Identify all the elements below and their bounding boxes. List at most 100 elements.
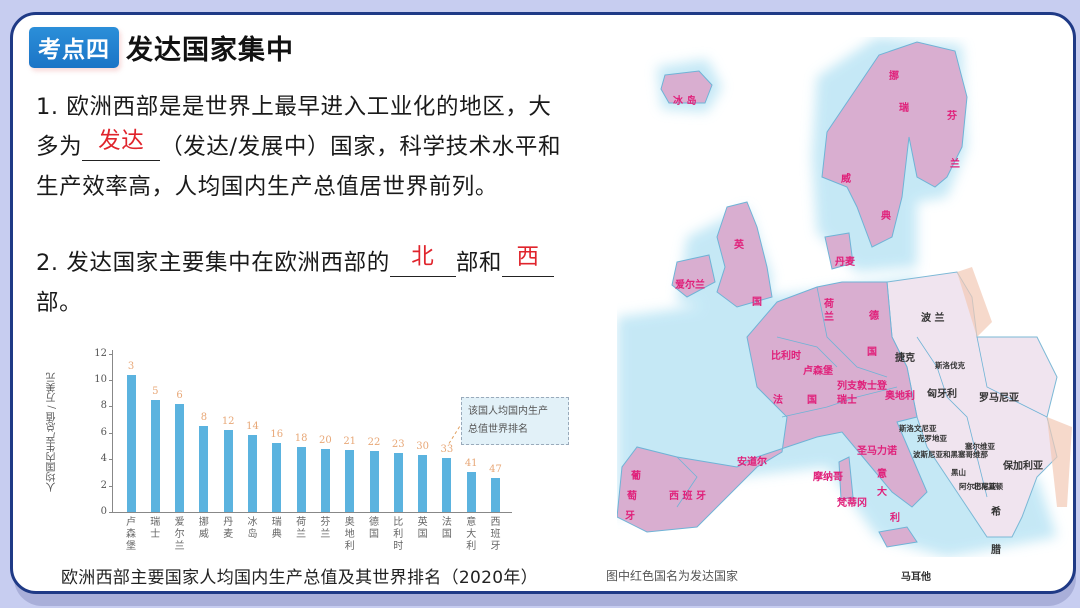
- bar-8: [320, 448, 330, 512]
- y-tick-mark: [109, 459, 112, 461]
- page-title: 发达国家集中: [126, 34, 294, 66]
- country-label: 波斯尼亚和黑塞哥维那: [913, 450, 988, 459]
- developed-country-label: 兰: [824, 312, 834, 323]
- developed-country-label: 牙: [625, 511, 635, 522]
- rank-label: 41: [464, 458, 478, 470]
- rank-label: 30: [416, 441, 429, 453]
- x-tick-label: 荷兰: [296, 517, 307, 540]
- point-2-text-before: 2. 发达国家主要集中在欧洲西部的: [36, 250, 390, 276]
- x-tick-label: 芬兰: [320, 517, 331, 540]
- developed-country-label: 德: [869, 311, 879, 322]
- y-tick-mark: [109, 512, 112, 513]
- y-tick-label: 0: [100, 506, 107, 517]
- bar-10: [369, 451, 379, 512]
- answer-west: 西: [516, 244, 540, 270]
- point-2-text-after: 部。: [36, 290, 83, 316]
- country-label: 捷克: [895, 353, 915, 364]
- x-tick-label: 奥地利: [344, 517, 355, 552]
- developed-country-label: 兰: [950, 159, 960, 170]
- x-tick-label: 西班牙: [490, 517, 501, 552]
- slide-card: 考点四 发达国家集中 1. 欧洲西部是是世界上最早进入工业化的地区，大多为 发达（…: [10, 12, 1076, 594]
- bar-5: [248, 435, 257, 512]
- country-label: 波 兰: [921, 313, 945, 324]
- y-tick-label: 4: [100, 453, 107, 465]
- gdp-bar-chart: 人均国内生产总值 / 万美元 该国人均国内生产 总值世界排名 0 2 4 6 8 10 12…: [43, 337, 569, 562]
- point-2-text-mid: 部和: [455, 250, 503, 276]
- x-tick-label: 意大利: [466, 517, 477, 552]
- y-tick-mark: [109, 485, 112, 487]
- point-1: 1. 欧洲西部是是世界上最早进入工业化的地区，大多为 发达 （发达/发展中）国家，科…: [36, 87, 566, 207]
- point-1-text-after: （发达/发展中）国家，科学技术水平和生产效率高，人均国内生产总值居世界前列。: [36, 134, 562, 200]
- rank-label: 23: [391, 438, 405, 450]
- answer-developed: 发达: [98, 128, 145, 154]
- developed-country-label: 西 班 牙: [669, 491, 706, 502]
- country-label: 北马其顿: [973, 482, 1003, 491]
- y-tick-mark: [109, 353, 112, 355]
- developed-country-label: 挪: [889, 71, 899, 82]
- country-label: 匈牙利: [927, 389, 957, 400]
- rank-label: 22: [367, 437, 381, 449]
- rank-label: 6: [176, 389, 183, 401]
- country-label: 克罗地亚: [917, 434, 947, 443]
- answer-north: 北: [411, 244, 435, 270]
- bar-1: [150, 399, 160, 512]
- callout-leader-line: [448, 426, 461, 444]
- developed-country-label: 卢森堡: [803, 366, 833, 377]
- bar-14: [466, 472, 476, 512]
- rank-label: 18: [294, 433, 308, 445]
- developed-country-label: 丹麦: [835, 257, 855, 268]
- y-tick-mark: [109, 380, 112, 381]
- rank-label: 14: [246, 421, 259, 433]
- y-tick-label: 6: [100, 426, 107, 438]
- rank-callout: 该国人均国内生产 总值世界排名: [461, 397, 569, 445]
- rank-label: 20: [319, 434, 332, 446]
- rank-label: 12: [221, 416, 235, 428]
- x-tick-label: 瑞典: [271, 517, 282, 540]
- developed-country-label: 瑞士: [837, 395, 857, 406]
- bar-13: [442, 457, 452, 512]
- developed-country-label: 国: [867, 347, 877, 358]
- rank-label: 33: [440, 443, 454, 455]
- x-tick-label: 爱尔兰: [174, 517, 185, 552]
- title-row: 考点四 发达国家集中: [29, 26, 294, 68]
- chart-caption: 欧洲西部主要国家人均国内生产总值及其世界排名（2020年）: [61, 568, 538, 588]
- country-label: 罗马尼亚: [979, 393, 1019, 404]
- x-tick-label: 英国: [417, 517, 428, 540]
- developed-country-label: 大: [877, 487, 887, 498]
- bar-12: [418, 455, 428, 512]
- bar-0: [126, 374, 136, 512]
- country-label: 斯洛文尼亚: [899, 424, 937, 433]
- developed-country-label: 典: [881, 211, 891, 222]
- x-tick-label: 德国: [369, 517, 379, 540]
- rank-label: 47: [489, 463, 502, 475]
- developed-country-label: 萄: [627, 491, 637, 502]
- developed-country-label: 摩纳哥: [813, 472, 843, 483]
- answer-blank-1: 发达: [82, 128, 161, 161]
- country-label: 阿尔巴尼亚: [959, 482, 997, 491]
- country-label: 塞尔维亚: [965, 442, 995, 451]
- x-axis: [112, 512, 512, 513]
- bar-3: [199, 426, 209, 512]
- y-tick-label: 2: [100, 479, 107, 491]
- x-tick-label: 卢森堡: [126, 517, 136, 552]
- x-tick-label: 比利时: [393, 517, 404, 552]
- developed-country-label: 瑞: [899, 103, 909, 114]
- developed-country-label: 冰 岛: [673, 96, 697, 107]
- callout-line-2: 总值世界排名: [468, 424, 528, 435]
- developed-country-label: 威: [841, 174, 851, 185]
- country-label: 保加利亚: [1003, 461, 1043, 472]
- y-tick-label: 12: [94, 347, 107, 359]
- developed-country-label: 奥地利: [885, 391, 915, 402]
- answer-blank-2: 北: [389, 244, 456, 277]
- answer-blank-3: 西: [502, 244, 555, 277]
- developed-country-label: 国: [807, 395, 817, 406]
- rank-label: 16: [270, 429, 284, 441]
- rank-label: 21: [343, 435, 357, 447]
- rank-label: 8: [200, 412, 208, 424]
- point-2: 2. 发达国家主要集中在欧洲西部的北部和 西部。: [36, 243, 566, 323]
- callout-line-1: 该国人均国内生产: [468, 406, 548, 417]
- europe-map: 冰 岛挪瑞芬兰威典英爱尔兰国丹麦荷兰德比利时 卢森堡国列支敦士登 奥地利法国瑞士 圣马…: [617, 37, 1073, 583]
- developed-country-label: 比利时: [771, 351, 801, 362]
- country-label: 马耳他: [901, 572, 931, 583]
- developed-country-label: 葡: [631, 471, 641, 482]
